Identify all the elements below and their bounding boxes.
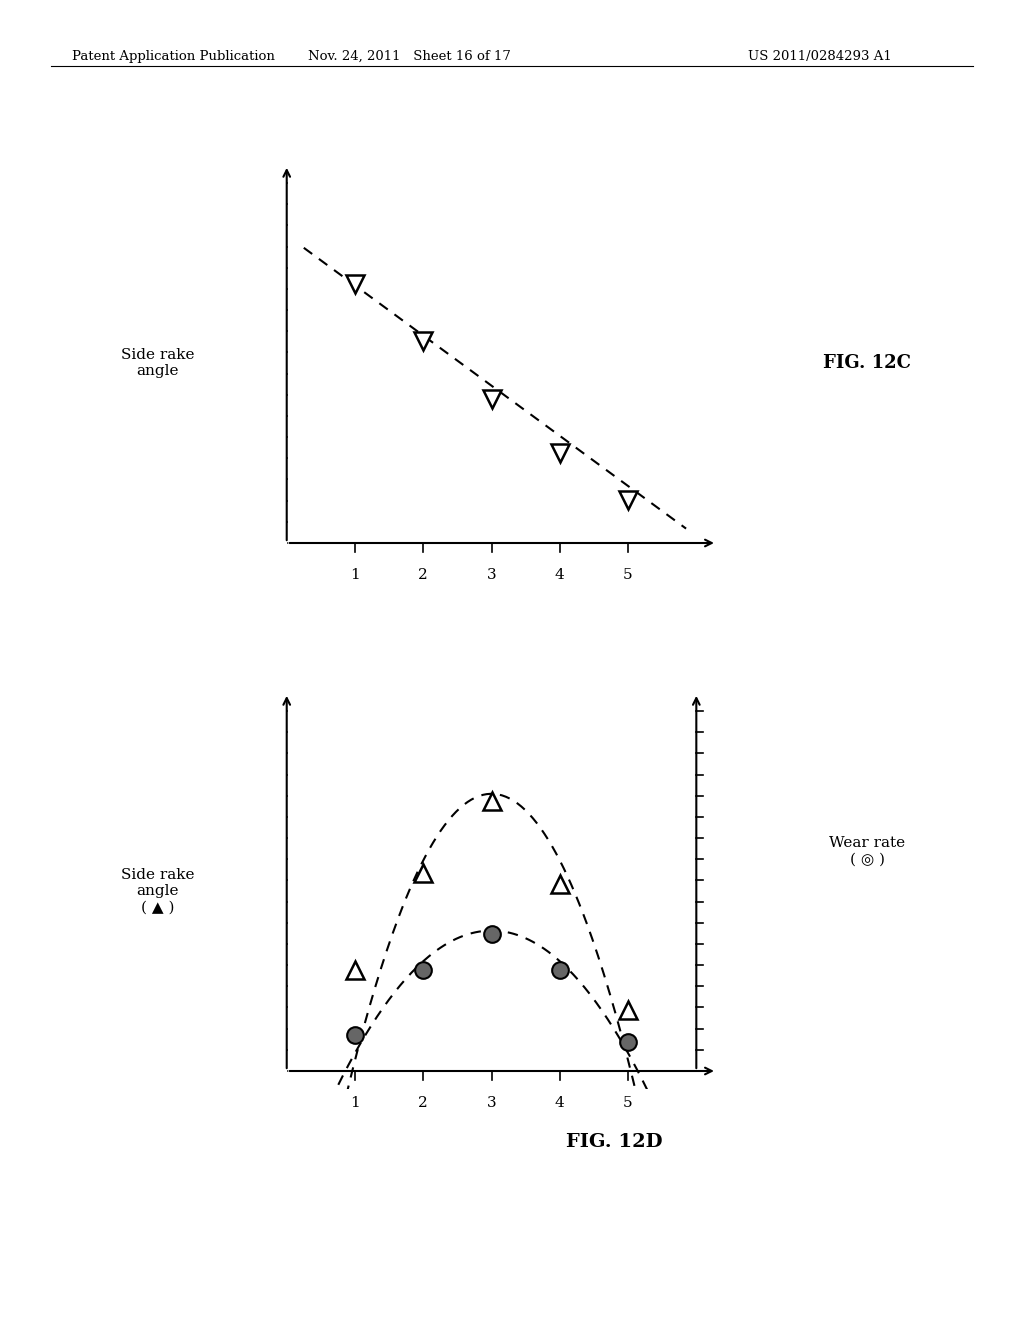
Text: 1: 1 bbox=[350, 1096, 359, 1110]
Text: 4: 4 bbox=[555, 568, 564, 582]
Text: FIG. 12C: FIG. 12C bbox=[823, 354, 911, 372]
Text: Side rake
angle: Side rake angle bbox=[121, 348, 195, 378]
Text: 5: 5 bbox=[624, 1096, 633, 1110]
Text: Side rake
angle
( ▲ ): Side rake angle ( ▲ ) bbox=[121, 867, 195, 915]
Text: US 2011/0284293 A1: US 2011/0284293 A1 bbox=[748, 50, 891, 63]
Text: 3: 3 bbox=[486, 568, 497, 582]
Text: FIG. 12D: FIG. 12D bbox=[566, 1133, 663, 1151]
Text: 5: 5 bbox=[624, 568, 633, 582]
Text: Patent Application Publication: Patent Application Publication bbox=[72, 50, 274, 63]
Text: 4: 4 bbox=[555, 1096, 564, 1110]
Text: 1: 1 bbox=[350, 568, 359, 582]
Text: 3: 3 bbox=[486, 1096, 497, 1110]
Text: 2: 2 bbox=[419, 568, 428, 582]
Text: 2: 2 bbox=[419, 1096, 428, 1110]
Text: Nov. 24, 2011   Sheet 16 of 17: Nov. 24, 2011 Sheet 16 of 17 bbox=[308, 50, 511, 63]
Text: Wear rate
( ◎ ): Wear rate ( ◎ ) bbox=[829, 837, 905, 866]
